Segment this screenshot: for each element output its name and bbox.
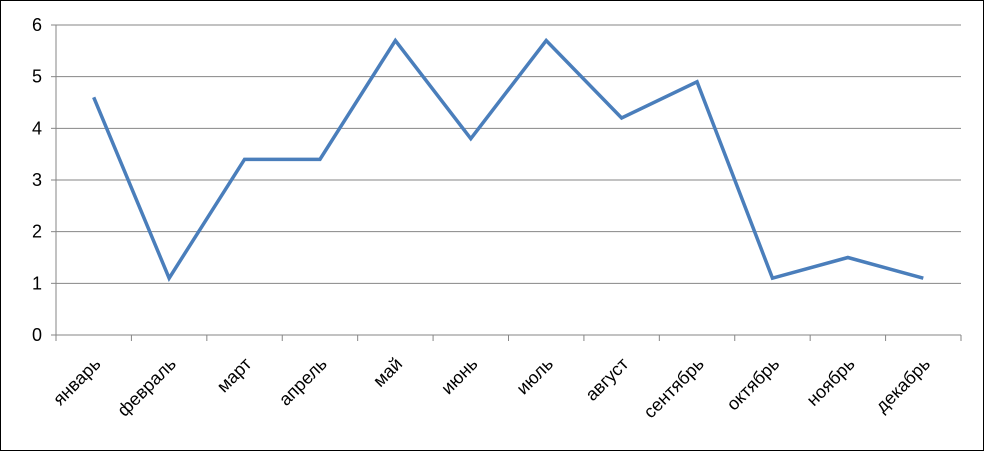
series: [94, 40, 924, 278]
x-tick-label: октябрь: [723, 354, 784, 415]
y-tick-label: 6: [32, 15, 42, 35]
y-tick-label: 0: [32, 325, 42, 345]
series-line: [94, 41, 924, 279]
x-tick-label: декабрь: [872, 354, 935, 417]
y-tick-label: 2: [32, 222, 42, 242]
x-tick-label: апрель: [275, 354, 331, 410]
y-tick-label: 3: [32, 170, 42, 190]
x-tick-label: май: [369, 354, 406, 391]
x-tick-label: ноябрь: [803, 354, 859, 410]
x-tick-label: февраль: [113, 354, 180, 421]
x-tick-label: март: [213, 354, 256, 397]
y-tick-label: 5: [32, 67, 42, 87]
x-tick-label: июль: [512, 354, 557, 399]
y-tick-labels: 0 1 2 3 4 5 6: [32, 15, 42, 345]
x-tick-label: август: [581, 354, 632, 405]
y-tick-label: 1: [32, 273, 42, 293]
axes: [51, 25, 961, 341]
y-tick-label: 4: [32, 118, 42, 138]
x-tick-label: сентябрь: [640, 354, 708, 422]
x-tick-label: январь: [49, 354, 104, 409]
x-tick-label: июнь: [437, 354, 481, 398]
